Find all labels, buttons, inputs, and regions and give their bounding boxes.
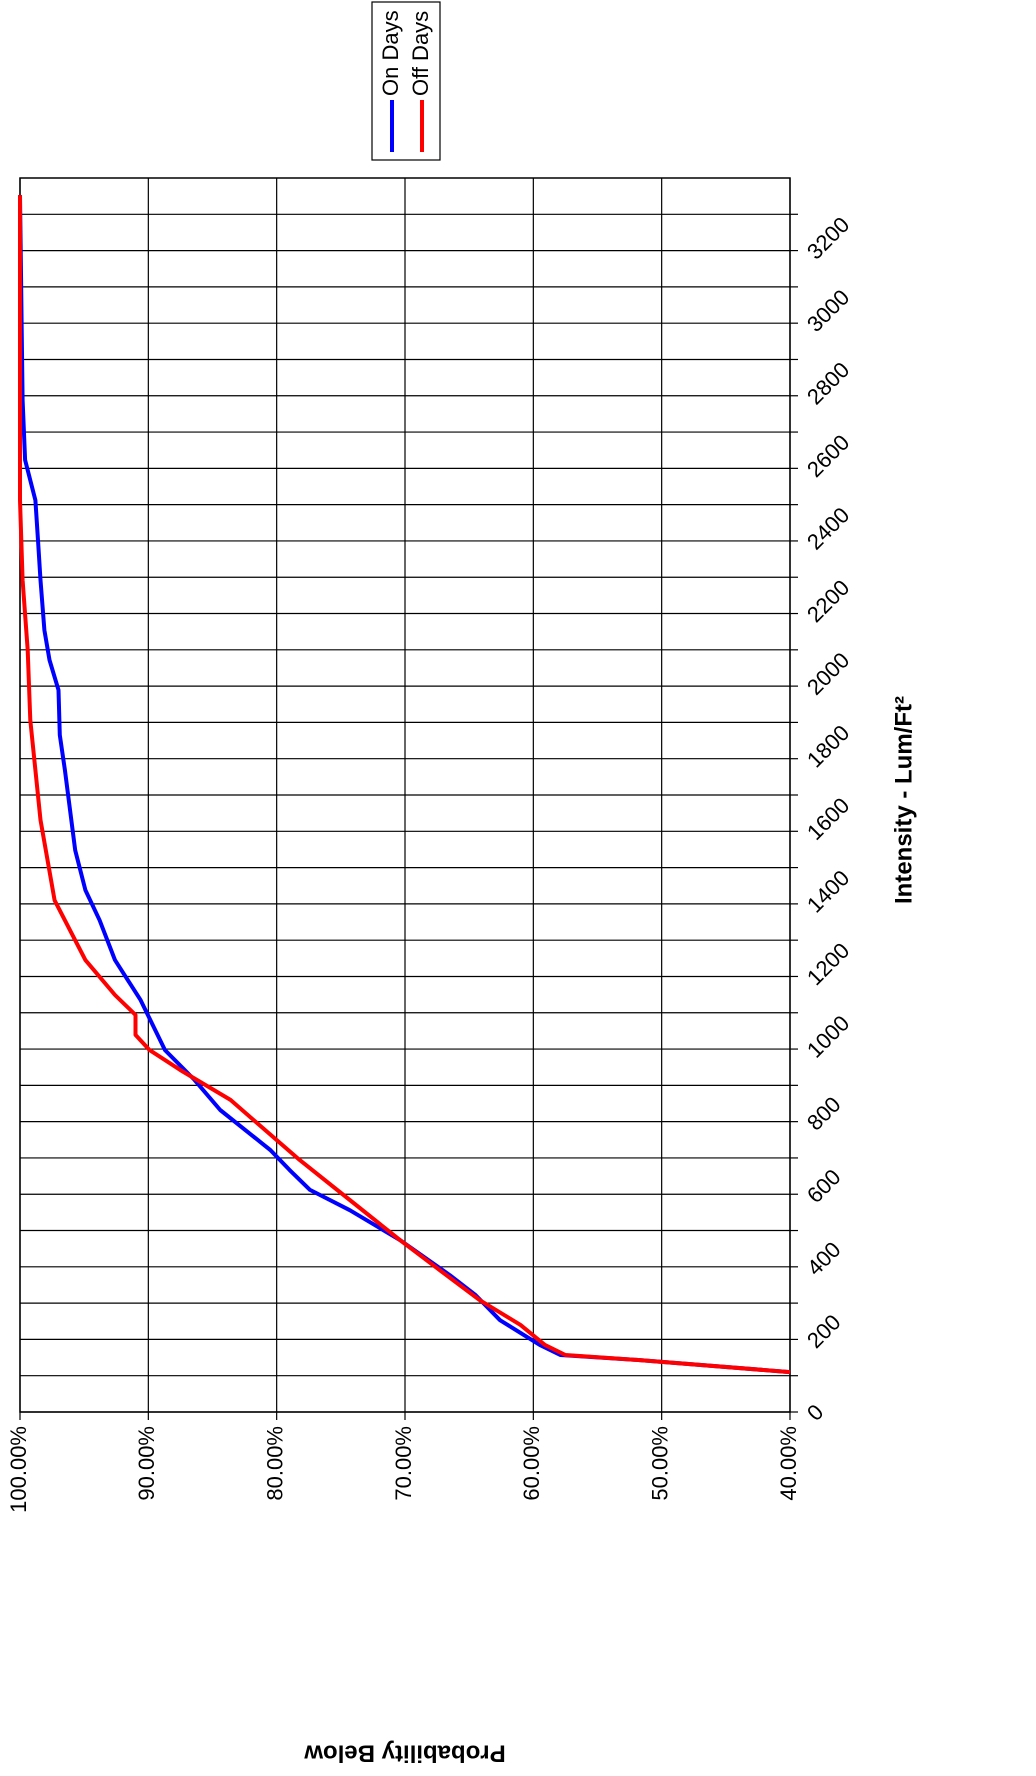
y-tick-label: 70.00% (391, 1426, 416, 1501)
y-tick-label: 100.00% (6, 1426, 31, 1513)
x-tick-label: 1800 (802, 720, 854, 772)
series-line (18, 195, 791, 1375)
x-axis-title: Intensity - Lum/Ft² (890, 696, 917, 904)
x-tick-label: 2800 (802, 357, 854, 409)
y-tick-label: 90.00% (134, 1426, 159, 1501)
y-tick-label: 50.00% (647, 1426, 672, 1501)
x-tick-label: 400 (802, 1237, 846, 1281)
y-axis-title: Probability Below (304, 1740, 506, 1767)
y-tick-label: 60.00% (519, 1426, 544, 1501)
plot-frame (19, 177, 791, 1413)
legend-label: On Days (378, 10, 403, 96)
x-tick-label: 1000 (802, 1010, 854, 1062)
rotated-chart: Intensity - Lum/Ft² Probability Below 0 2… (6, 1, 917, 1767)
x-tick-label: 2200 (802, 575, 854, 627)
x-tick-label: 3200 (802, 212, 854, 264)
x-tick-label: 2600 (802, 430, 854, 482)
x-tick-label: 2400 (802, 502, 854, 554)
x-tick-label: 600 (802, 1164, 846, 1208)
legend-label: Off Days (408, 11, 433, 96)
x-tick-label: 1200 (802, 938, 854, 990)
x-tick-label: 1400 (802, 865, 854, 917)
x-tick-label: 1600 (802, 793, 854, 845)
x-tick-label: 0 (802, 1399, 828, 1425)
x-tick-label: 2000 (802, 647, 854, 699)
x-tick-label: 3000 (802, 285, 854, 337)
x-tick-label: 800 (802, 1092, 846, 1136)
x-tick-label: 200 (802, 1309, 846, 1353)
y-tick-label: 80.00% (262, 1426, 287, 1501)
y-tick-label: 40.00% (776, 1426, 801, 1501)
